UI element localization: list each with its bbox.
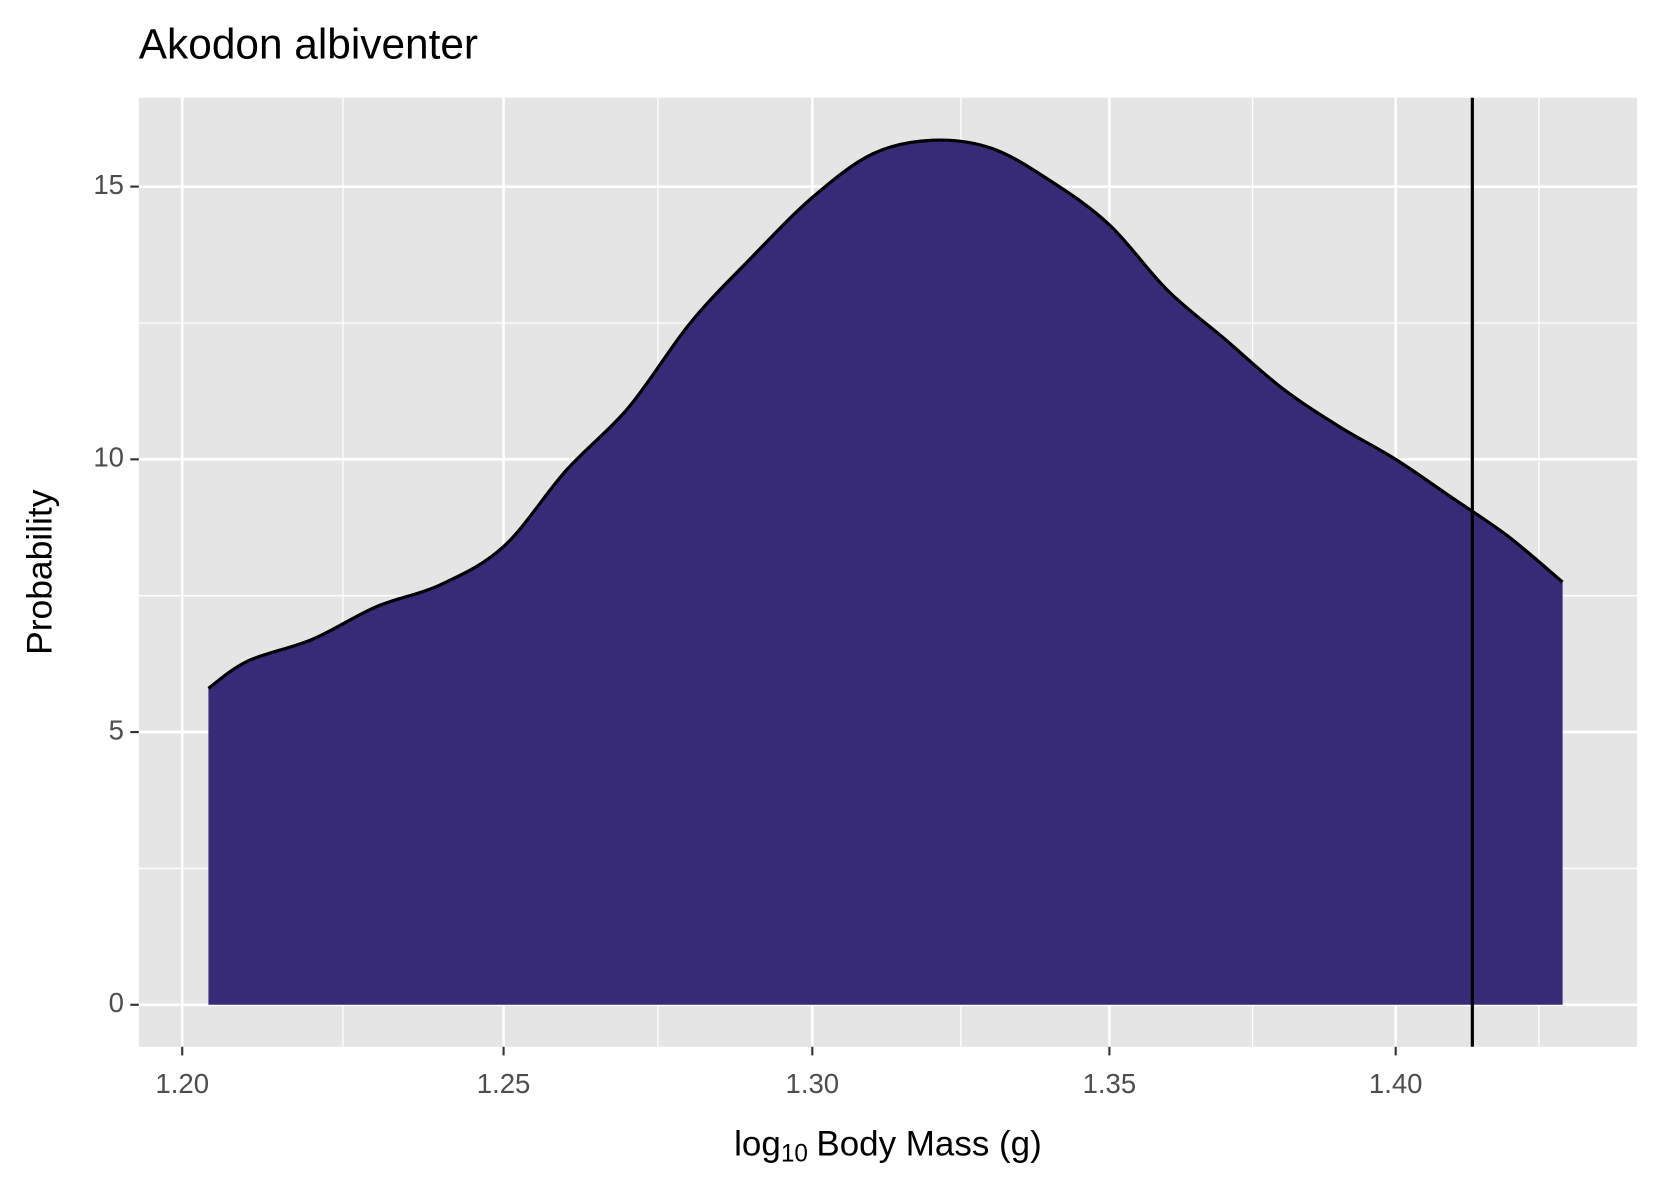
- x-title-subscript: 10: [781, 1141, 808, 1168]
- x-tick-label: 1.25: [477, 1068, 531, 1099]
- y-tick-label: 0: [109, 987, 124, 1018]
- y-axis-title: Probability: [21, 489, 60, 655]
- x-tick-label: 1.40: [1369, 1068, 1423, 1099]
- y-tick-label: 10: [93, 442, 124, 473]
- x-tick-label: 1.20: [155, 1068, 209, 1099]
- x-tick-label: 1.35: [1083, 1068, 1137, 1099]
- x-title-part: log: [734, 1125, 781, 1164]
- chart-title: Akodon albiventer: [139, 20, 478, 68]
- y-tick-label: 15: [93, 169, 124, 200]
- density-area: [208, 140, 1563, 1005]
- x-tick-label: 1.30: [786, 1068, 840, 1099]
- y-tick-label: 5: [109, 714, 124, 745]
- density-outline: [207, 138, 1564, 690]
- x-axis-title: log10 Body Mass (g): [734, 1125, 1042, 1168]
- x-title-part: Body Mass (g): [816, 1125, 1041, 1164]
